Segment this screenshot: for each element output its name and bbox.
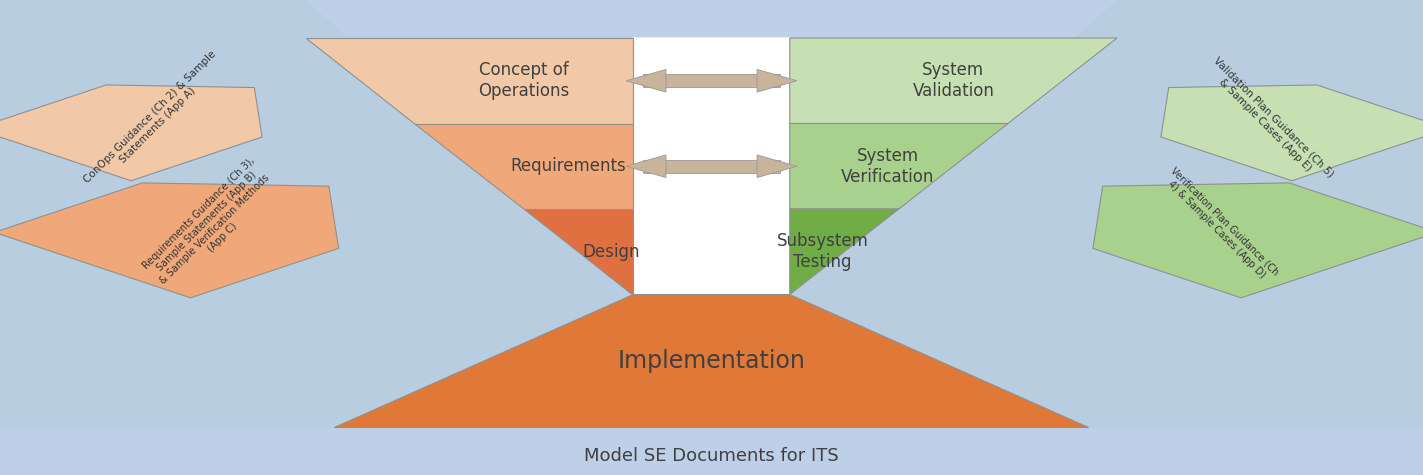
- Text: System
Validation: System Validation: [912, 61, 995, 100]
- Polygon shape: [790, 124, 1007, 209]
- Polygon shape: [0, 0, 633, 428]
- Text: Verification Plan Guidance (Ch
4) & Sample Cases (App D): Verification Plan Guidance (Ch 4) & Samp…: [1161, 165, 1281, 286]
- Polygon shape: [524, 209, 633, 294]
- Text: Requirements: Requirements: [509, 157, 626, 175]
- Polygon shape: [757, 155, 797, 178]
- Polygon shape: [643, 160, 780, 173]
- Text: Model SE Documents for ITS: Model SE Documents for ITS: [583, 447, 840, 465]
- Text: Concept of
Operations: Concept of Operations: [478, 61, 569, 100]
- Polygon shape: [626, 155, 666, 178]
- Text: Requirements Guidance (Ch 3),
Sample Statements (App B)
& Sample Verification Me: Requirements Guidance (Ch 3), Sample Sta…: [141, 155, 280, 296]
- Polygon shape: [626, 69, 666, 92]
- Polygon shape: [633, 38, 790, 427]
- Polygon shape: [790, 209, 899, 294]
- Polygon shape: [790, 0, 1423, 428]
- Polygon shape: [1161, 85, 1423, 181]
- Polygon shape: [306, 38, 633, 124]
- Text: ConOps Guidance (Ch 2) & Sample
Statements (App A): ConOps Guidance (Ch 2) & Sample Statemen…: [81, 49, 226, 193]
- Polygon shape: [757, 69, 797, 92]
- Text: System
Verification: System Verification: [841, 147, 935, 186]
- Text: Design: Design: [582, 243, 640, 261]
- Polygon shape: [416, 124, 633, 209]
- Text: Subsystem
Testing: Subsystem Testing: [777, 232, 868, 271]
- Polygon shape: [0, 85, 262, 181]
- Text: Validation Plan Guidance (Ch 5)
& Sample Cases (App E): Validation Plan Guidance (Ch 5) & Sample…: [1204, 55, 1335, 187]
- Polygon shape: [334, 294, 1089, 428]
- Text: Implementation: Implementation: [618, 349, 805, 373]
- Polygon shape: [790, 38, 1117, 124]
- Polygon shape: [0, 183, 339, 298]
- Polygon shape: [643, 74, 780, 87]
- Polygon shape: [1093, 183, 1423, 298]
